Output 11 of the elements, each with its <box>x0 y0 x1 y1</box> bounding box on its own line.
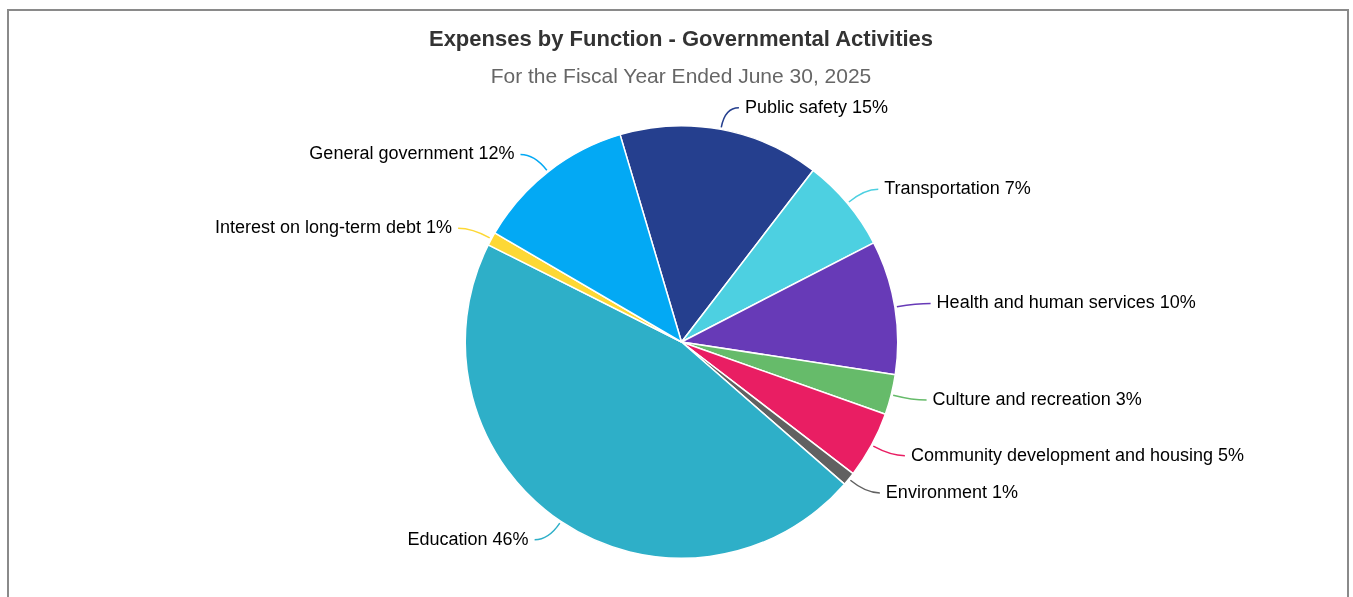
slice-label: Environment 1% <box>885 481 1018 502</box>
slice-label: Health and human services 10% <box>936 292 1196 313</box>
slice-label: Community development and housing 5% <box>910 444 1245 465</box>
slice-label: Public safety 15% <box>744 96 888 117</box>
slice-label: General government 12% <box>309 143 515 164</box>
chart-title: Expenses by Function - Governmental Activities <box>428 26 934 52</box>
slice-label: Transportation 7% <box>884 178 1031 199</box>
slice-label: Interest on long-term debt 1% <box>214 217 453 238</box>
slice-label: Education 46% <box>407 528 529 549</box>
chart-subtitle: For the Fiscal Year Ended June 30, 2025 <box>490 63 872 87</box>
slice-label: Culture and recreation 3% <box>932 389 1142 410</box>
